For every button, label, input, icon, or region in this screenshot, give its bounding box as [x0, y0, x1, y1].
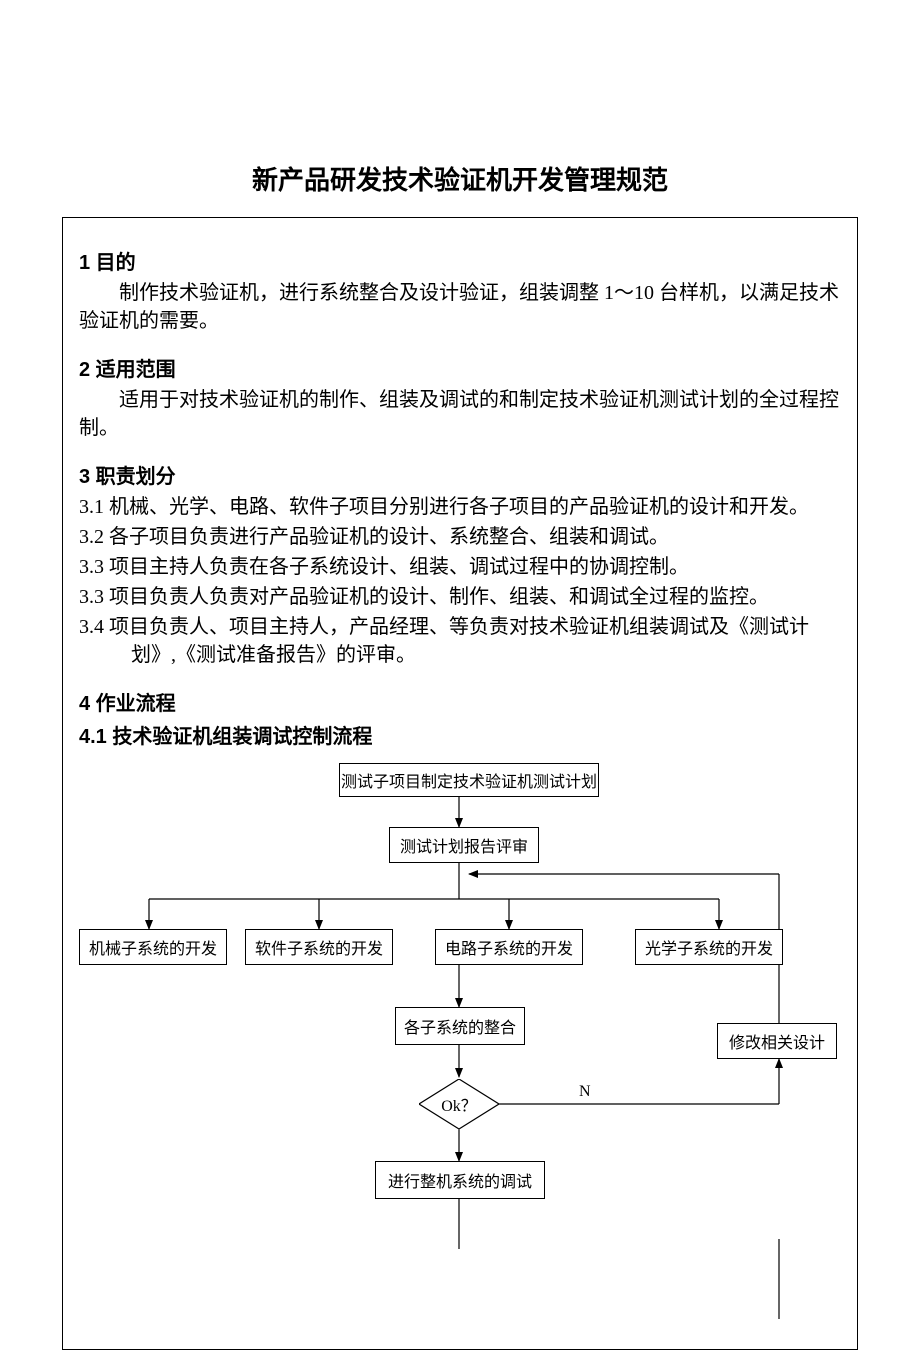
flow-label-n: N — [579, 1083, 591, 1101]
section-3-item-3: 3.3 项目主持人负责在各子系统设计、组装、调试过程中的协调控制。 — [79, 553, 841, 581]
flow-node-integration: 各子系统的整合 — [395, 1007, 525, 1045]
flow-node-testplan: 测试子项目制定技术验证机测试计划 — [339, 763, 599, 797]
section-1-body: 制作技术验证机，进行系统整合及设计验证，组装调整 1～10 台样机，以满足技术验… — [79, 279, 841, 335]
flow-decision-ok-label: Ok？ — [419, 1079, 499, 1129]
section-4-1-subheading: 4.1 技术验证机组装调试控制流程 — [79, 720, 841, 749]
flow-node-software: 软件子系统的开发 — [245, 929, 393, 965]
flow-decision-ok: Ok？ — [419, 1079, 499, 1129]
section-2-heading: 2 适用范围 — [79, 353, 841, 382]
section-2-body: 适用于对技术验证机的制作、组装及调试的和制定技术验证机测试计划的全过程控制。 — [79, 386, 841, 442]
document-title: 新产品研发技术验证机开发管理规范 — [0, 160, 920, 197]
flow-node-mechanical: 机械子系统的开发 — [79, 929, 227, 965]
flow-node-debug: 进行整机系统的调试 — [375, 1161, 545, 1199]
flow-node-review: 测试计划报告评审 — [389, 827, 539, 863]
flowchart: 测试子项目制定技术验证机测试计划 测试计划报告评审 机械子系统的开发 软件子系统… — [79, 759, 839, 1319]
section-3-item-5: 3.4 项目负责人、项目主持人，产品经理、等负责对技术验证机组装调试及《测试计划… — [79, 613, 841, 669]
section-3-heading: 3 职责划分 — [79, 460, 841, 489]
section-3-item-1: 3.1 机械、光学、电路、软件子项目分别进行各子项目的产品验证机的设计和开发。 — [79, 493, 841, 521]
flow-node-optical: 光学子系统的开发 — [635, 929, 783, 965]
section-4-heading: 4 作业流程 — [79, 687, 841, 716]
section-1-heading: 1 目的 — [79, 246, 841, 275]
flow-node-circuit: 电路子系统的开发 — [435, 929, 583, 965]
section-3-item-2: 3.2 各子项目负责进行产品验证机的设计、系统整合、组装和调试。 — [79, 523, 841, 551]
content-frame: 1 目的 制作技术验证机，进行系统整合及设计验证，组装调整 1～10 台样机，以… — [62, 217, 858, 1350]
page: 新产品研发技术验证机开发管理规范 1 目的 制作技术验证机，进行系统整合及设计验… — [0, 0, 920, 1350]
section-3-item-4: 3.3 项目负责人负责对产品验证机的设计、制作、组装、和调试全过程的监控。 — [79, 583, 841, 611]
flow-node-modify: 修改相关设计 — [717, 1023, 837, 1059]
